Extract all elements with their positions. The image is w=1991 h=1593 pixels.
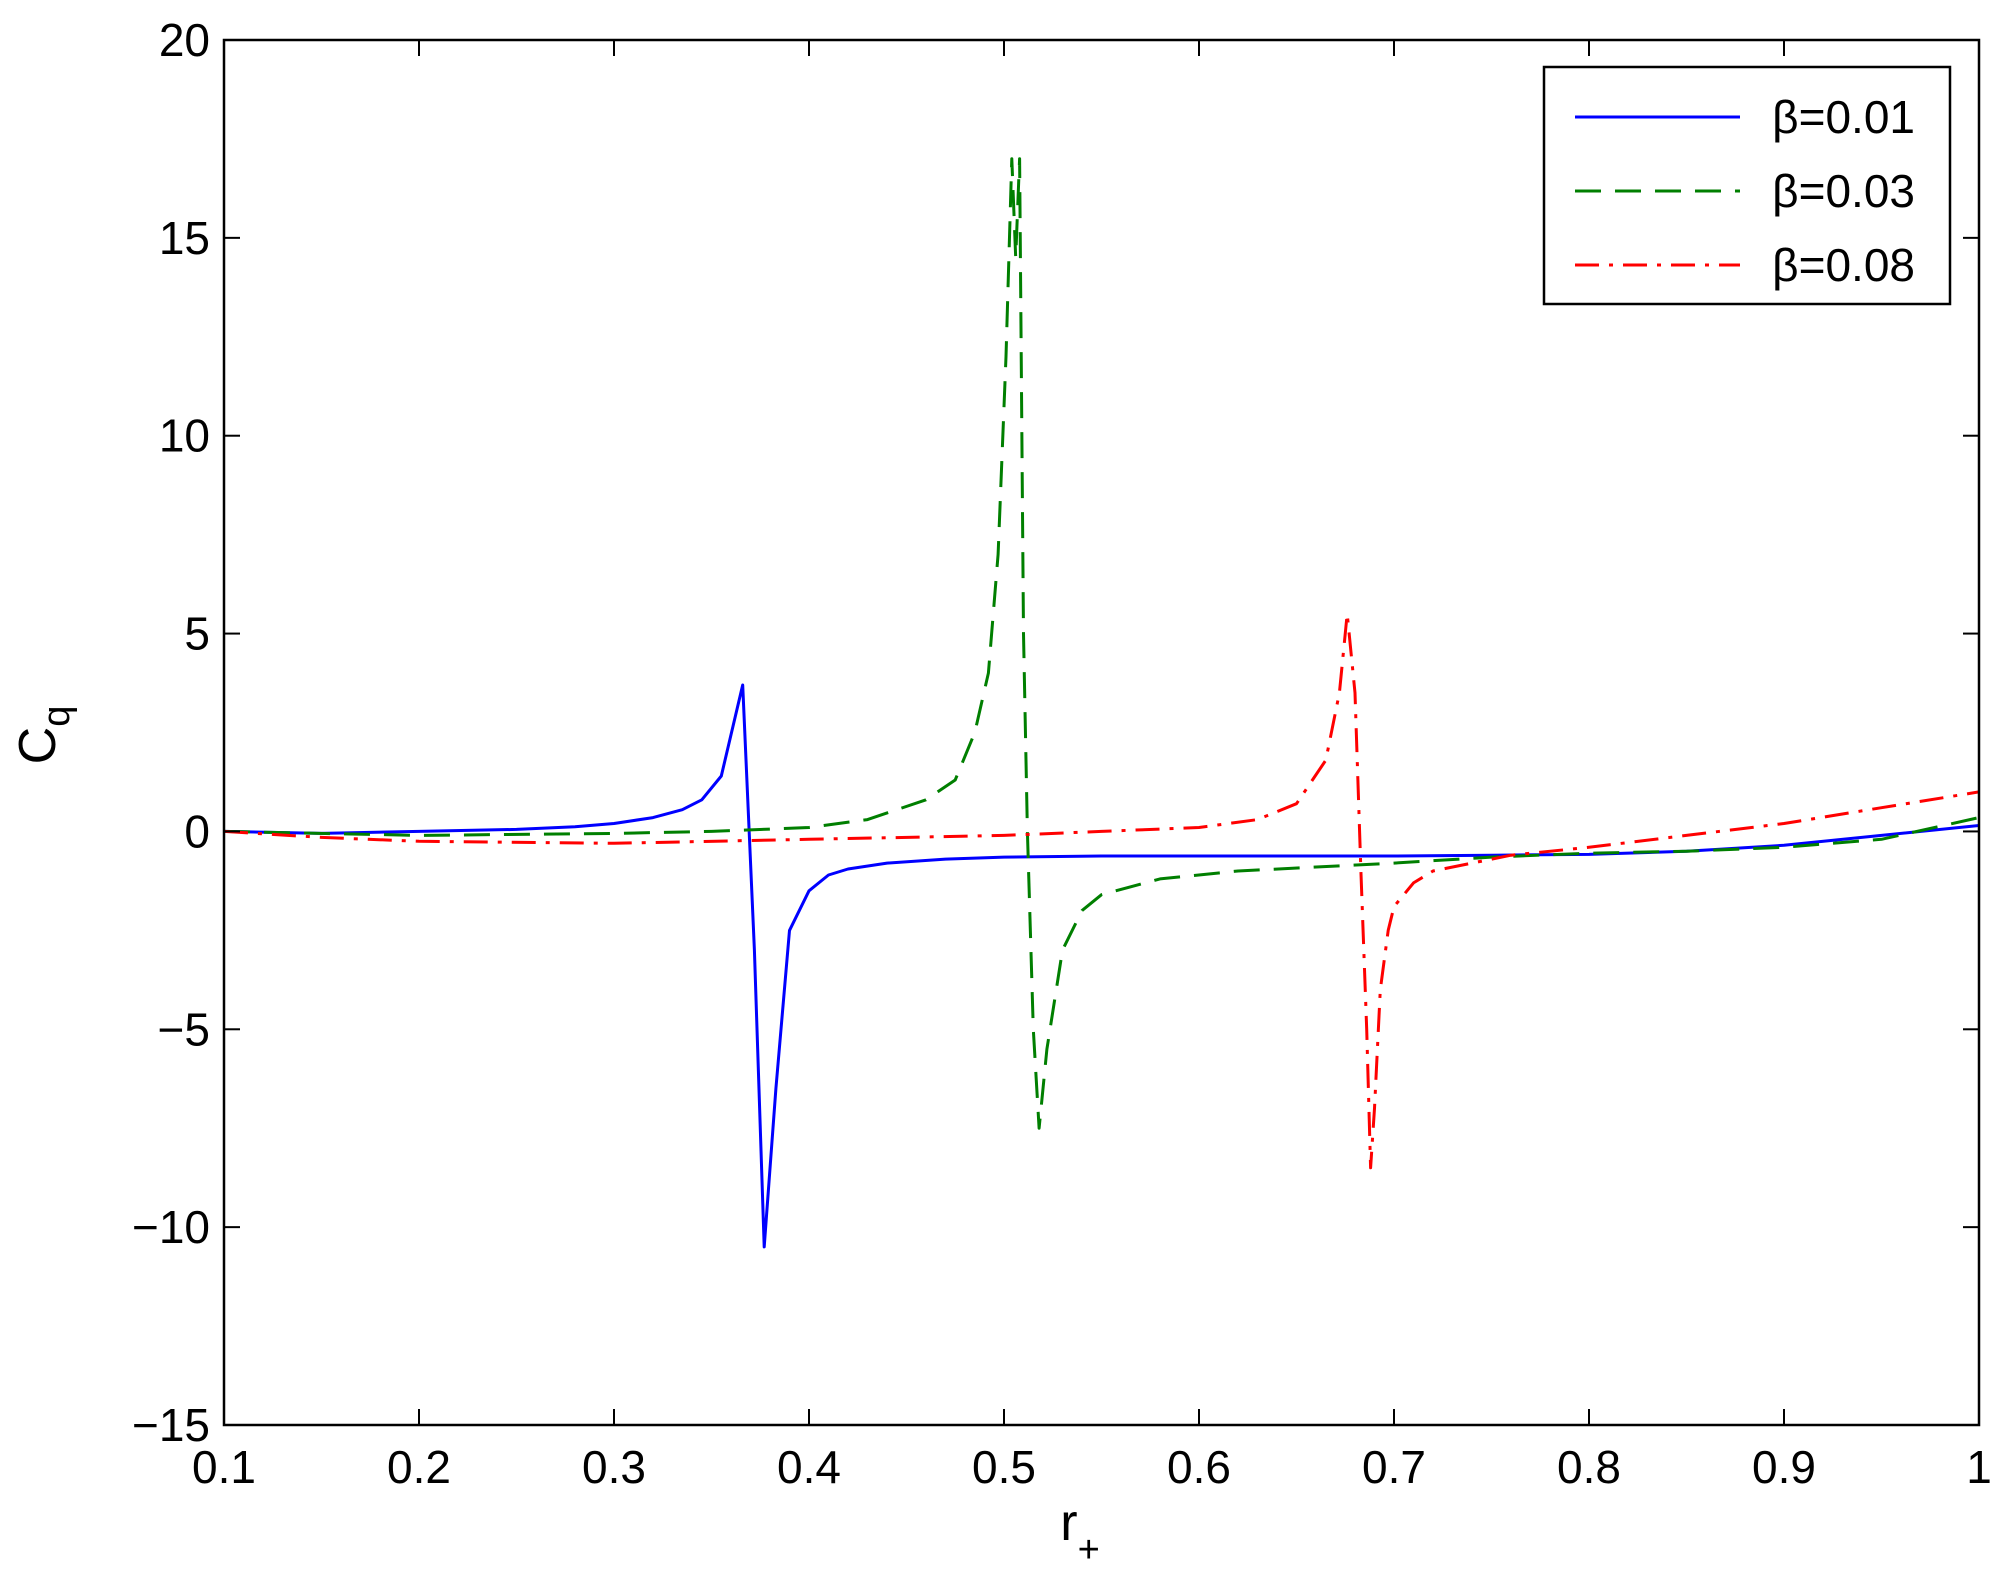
legend-label-1: β=0.01: [1772, 91, 1915, 143]
x-tick-label: 0.7: [1362, 1441, 1426, 1493]
x-tick-label: 0.9: [1752, 1441, 1816, 1493]
y-axis-label: Cq: [9, 706, 78, 765]
x-tick-label: 0.1: [192, 1441, 256, 1493]
x-tick-label: 0.5: [972, 1441, 1036, 1493]
y-tick-label: 5: [184, 608, 210, 660]
x-tick-label: 1: [1966, 1441, 1991, 1493]
y-tick-label: 10: [159, 410, 210, 462]
plot-area: [224, 157, 1979, 1249]
x-tick-label: 0.6: [1167, 1441, 1231, 1493]
y-tick-label: −10: [132, 1201, 210, 1253]
y-axis-label-subscript: q: [36, 706, 78, 727]
x-tick-label: 0.2: [387, 1441, 451, 1493]
ticks-layer: [223, 39, 1980, 1426]
x-tick-label: 0.3: [582, 1441, 646, 1493]
y-tick-label: 20: [159, 14, 210, 66]
x-tick-label: 0.4: [777, 1441, 841, 1493]
legend: β=0.01 β=0.03 β=0.08: [1542, 65, 1952, 306]
tick-labels-layer: 0.1 0.2 0.3 0.4 0.5 0.6 0.7 0.8 0.9 1 −15 −10 −5 0 5 10…: [132, 14, 1991, 1493]
x-tick-label: 0.8: [1557, 1441, 1621, 1493]
y-tick-label: −15: [132, 1399, 210, 1451]
x-axis-label-subscript: +: [1078, 1529, 1100, 1571]
legend-label-2: β=0.03: [1772, 165, 1915, 217]
y-tick-label: −5: [158, 1003, 210, 1055]
x-axis-label: r+: [1060, 1494, 1100, 1571]
series-line-2: [224, 157, 1979, 1130]
y-tick-label: 0: [184, 805, 210, 857]
series-layer: [224, 157, 1979, 1249]
plot-frame: [222, 38, 1981, 1427]
legend-label-3: β=0.08: [1772, 239, 1915, 291]
y-tick-label: 15: [159, 212, 210, 264]
